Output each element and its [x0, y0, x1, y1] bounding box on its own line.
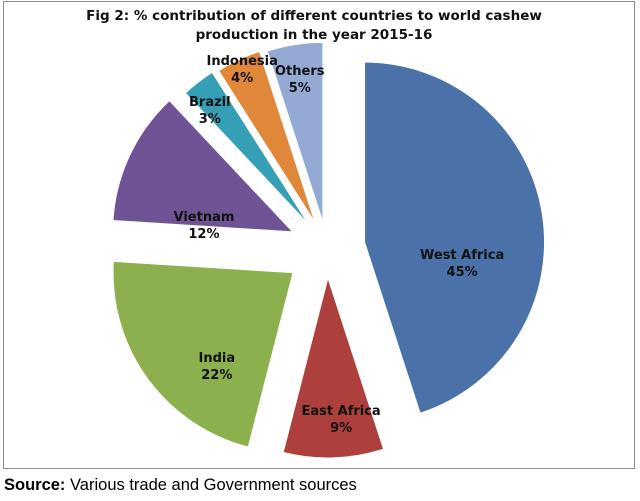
slice-value: 5%: [288, 81, 311, 96]
slice-label-vietnam: Vietnam 12%: [174, 209, 235, 243]
slice-label-brazil: Brazil 3%: [189, 94, 231, 128]
source-label: Source:: [4, 476, 66, 494]
pie-slice-others: [266, 41, 324, 223]
slice-value: 12%: [188, 227, 220, 242]
slice-name: India: [198, 351, 236, 366]
pie-slice-west-africa: [364, 61, 545, 414]
slice-name: Brazil: [189, 95, 231, 110]
slice-name: Others: [275, 64, 325, 79]
slice-value: 4%: [231, 71, 254, 86]
chart-frame: Fig 2: % contribution of different count…: [3, 1, 635, 469]
pie-slice-vietnam: [112, 99, 294, 233]
slice-label-india: India 22%: [199, 350, 236, 384]
pie-slice-brazil: [184, 71, 310, 225]
source-note: Source: Various trade and Government sou…: [4, 476, 357, 495]
chart-title: Fig 2: % contribution of different count…: [86, 8, 542, 43]
pie-chart: [112, 41, 545, 459]
slice-name: Vietnam: [173, 210, 235, 225]
source-text: Various trade and Government sources: [70, 476, 357, 494]
pie-slice-india: [112, 260, 294, 448]
slice-label-east-africa: East Africa 9%: [302, 403, 381, 437]
slice-label-west-africa: West Africa 45%: [420, 247, 504, 281]
slice-value: 3%: [198, 112, 221, 127]
pie-slice-east-africa: [282, 276, 385, 459]
slice-label-indonesia: Indonesia 4%: [207, 53, 278, 87]
slice-value: 9%: [330, 421, 353, 436]
slice-label-others: Others 5%: [275, 63, 325, 97]
slice-name: West Africa: [420, 248, 505, 263]
pie-slice-indonesia: [217, 50, 316, 223]
slice-name: Indonesia: [206, 54, 278, 69]
slice-value: 45%: [446, 265, 478, 280]
slice-name: East Africa: [301, 404, 381, 419]
slice-value: 22%: [201, 368, 233, 383]
